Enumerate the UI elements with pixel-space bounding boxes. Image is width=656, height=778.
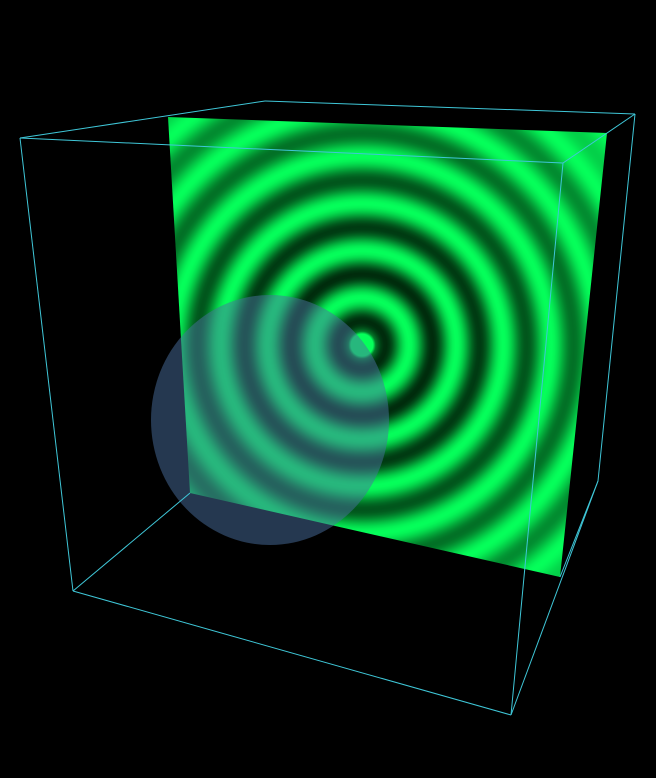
box-edge	[597, 113, 636, 482]
bounding-box-back-edges	[19, 100, 636, 482]
box-edge	[19, 137, 564, 164]
box-edge	[562, 113, 636, 164]
box-edge	[510, 162, 564, 716]
box-edge	[264, 100, 636, 115]
box-edge	[72, 492, 191, 592]
box-edge	[72, 590, 512, 716]
box-edge	[510, 480, 599, 716]
box-edge	[19, 100, 266, 139]
box-edge	[559, 480, 599, 578]
bounding-box-front-edges	[19, 113, 636, 716]
translucent-sphere[interactable]	[151, 295, 389, 545]
box-edge	[19, 137, 74, 592]
